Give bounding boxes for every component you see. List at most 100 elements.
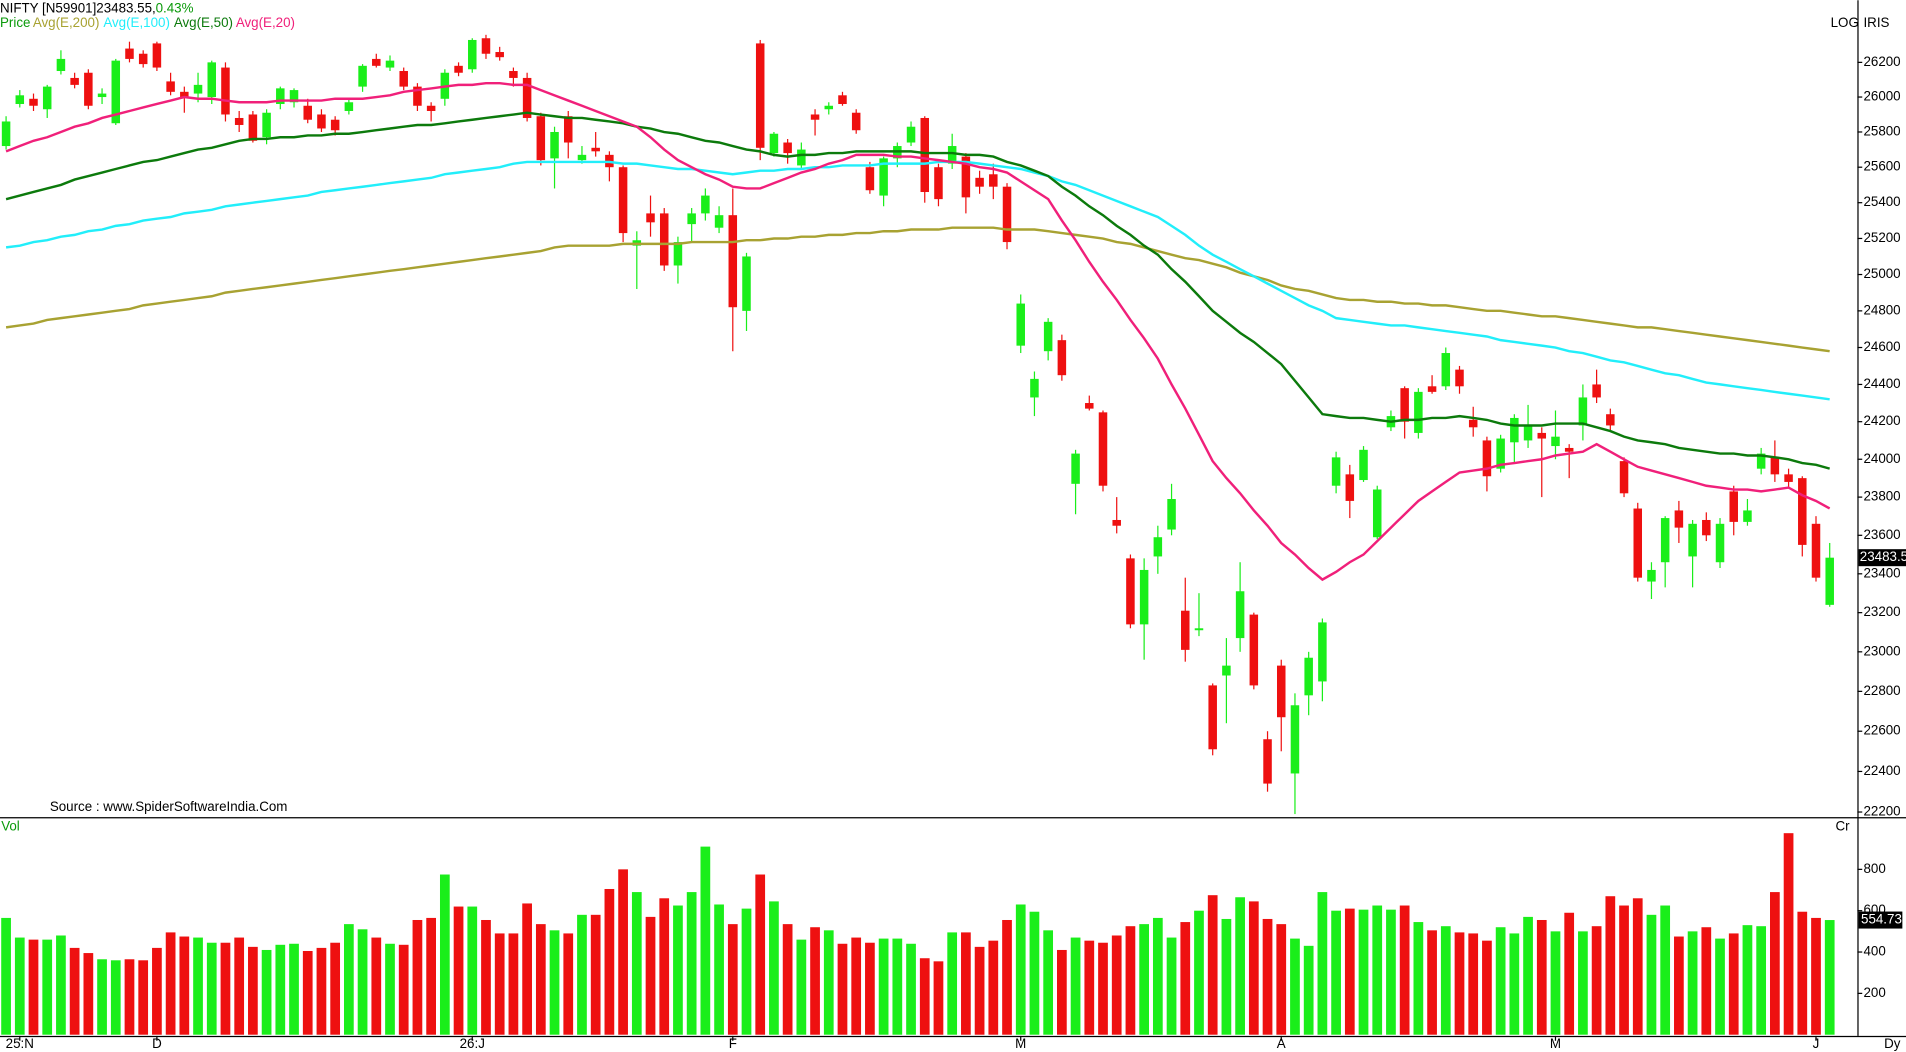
volume-bar xyxy=(1399,905,1410,1035)
volume-bar xyxy=(453,906,464,1035)
candle-body xyxy=(29,98,38,106)
volume-bar xyxy=(1509,933,1520,1035)
volume-bar xyxy=(398,944,409,1035)
candle-body xyxy=(1592,384,1601,398)
last-volume-box xyxy=(1858,911,1903,929)
y-tick-label: 23000 xyxy=(1863,643,1900,658)
candle-body xyxy=(1647,569,1656,582)
candle-body xyxy=(1372,489,1382,538)
volume-bar xyxy=(1262,918,1273,1035)
volume-bar xyxy=(1742,925,1753,1035)
volume-bar xyxy=(1578,931,1588,1035)
candle-body xyxy=(180,91,189,98)
candle-body xyxy=(783,142,792,154)
candle-body xyxy=(989,174,998,187)
candle-body xyxy=(550,131,559,159)
volume-bar xyxy=(481,919,491,1035)
candle-body xyxy=(1441,353,1451,387)
candle-body xyxy=(1222,665,1231,676)
y-tick-label: 24000 xyxy=(1863,451,1900,466)
candle-body xyxy=(1427,386,1437,392)
candle-body xyxy=(1016,303,1025,346)
y-tick-label: 22800 xyxy=(1863,683,1900,698)
volume-bar xyxy=(28,939,39,1035)
y-tick-label: 25800 xyxy=(1863,124,1900,139)
candle-body xyxy=(1784,474,1793,482)
volume-bar xyxy=(1674,936,1684,1035)
y-tick-label: 200 xyxy=(1863,985,1885,1000)
candle-body xyxy=(947,146,957,164)
candle-body xyxy=(1249,614,1259,686)
chart-title: NIFTY [N59901]23483.55, xyxy=(0,0,156,15)
annotation: Source : www.SpiderSoftwareIndia.Com xyxy=(50,799,288,814)
volume-bar xyxy=(1002,919,1012,1035)
moving-average-line xyxy=(5,226,1830,353)
volume-bar xyxy=(1358,909,1369,1035)
legend-entry: Price xyxy=(0,15,30,30)
volume-bar xyxy=(193,937,203,1035)
candle-body xyxy=(673,242,683,266)
volume-bar xyxy=(604,888,615,1035)
volume-bar xyxy=(1440,926,1451,1035)
volume-bar xyxy=(1619,905,1629,1035)
legend-entry: Avg(E,50) xyxy=(174,15,233,30)
volume-bar xyxy=(1386,909,1396,1035)
candle-body xyxy=(879,158,888,196)
candle-body xyxy=(1537,432,1547,439)
volume-bar xyxy=(933,961,944,1035)
volume-bar xyxy=(714,904,724,1035)
volume-bar xyxy=(467,906,478,1035)
scale-label: LOG xyxy=(1831,15,1859,30)
volume-bar xyxy=(851,937,862,1035)
volume-bar xyxy=(1811,917,1821,1035)
volume-bar xyxy=(892,938,903,1035)
volume-bar xyxy=(316,947,327,1035)
volume-bar xyxy=(1646,914,1657,1035)
candle-body xyxy=(1043,321,1053,352)
candle-body xyxy=(701,195,710,214)
y-tick-label: 24800 xyxy=(1863,302,1900,317)
candle-body xyxy=(838,95,847,105)
candle-body xyxy=(152,43,162,68)
candle-body xyxy=(618,167,628,234)
volume-bar xyxy=(755,874,766,1035)
volume-bar xyxy=(700,846,711,1035)
volume-bar xyxy=(1701,927,1712,1035)
candle-body xyxy=(1290,705,1300,774)
candle-body xyxy=(742,256,751,311)
candle-body xyxy=(221,67,230,115)
volume-bar xyxy=(1194,910,1204,1035)
volume-bar xyxy=(220,942,231,1035)
candle-body xyxy=(317,114,326,129)
candle-body xyxy=(97,93,107,98)
volume-bar xyxy=(590,914,601,1035)
volume-bar xyxy=(522,903,532,1035)
volume-bar xyxy=(152,947,162,1035)
candle-body xyxy=(591,147,600,152)
volume-bar xyxy=(1728,933,1739,1035)
volume-bar xyxy=(810,927,820,1035)
candle-body xyxy=(1743,510,1752,522)
candle-body xyxy=(234,117,244,125)
volume-bar xyxy=(673,905,683,1035)
candle-body xyxy=(1674,510,1684,528)
volume-bar xyxy=(1098,942,1108,1035)
candle-body xyxy=(385,60,395,68)
candle-body xyxy=(1510,417,1519,443)
candle-body xyxy=(728,215,738,308)
candle-body xyxy=(1235,591,1245,639)
volume-bar xyxy=(1111,935,1122,1035)
x-tick-label: M xyxy=(1550,1036,1561,1051)
volume-bar xyxy=(769,901,779,1035)
candle-body xyxy=(1414,391,1423,433)
volume-bar xyxy=(1248,901,1259,1035)
y-tick-label: 23400 xyxy=(1863,565,1900,580)
volume-bar xyxy=(686,892,697,1035)
candle-body xyxy=(1345,474,1355,501)
candle-body xyxy=(56,58,66,72)
candle-body xyxy=(1359,449,1368,481)
candle-body xyxy=(920,117,930,193)
last-volume-label: 554.73 xyxy=(1861,912,1902,927)
candle-body xyxy=(138,53,148,65)
